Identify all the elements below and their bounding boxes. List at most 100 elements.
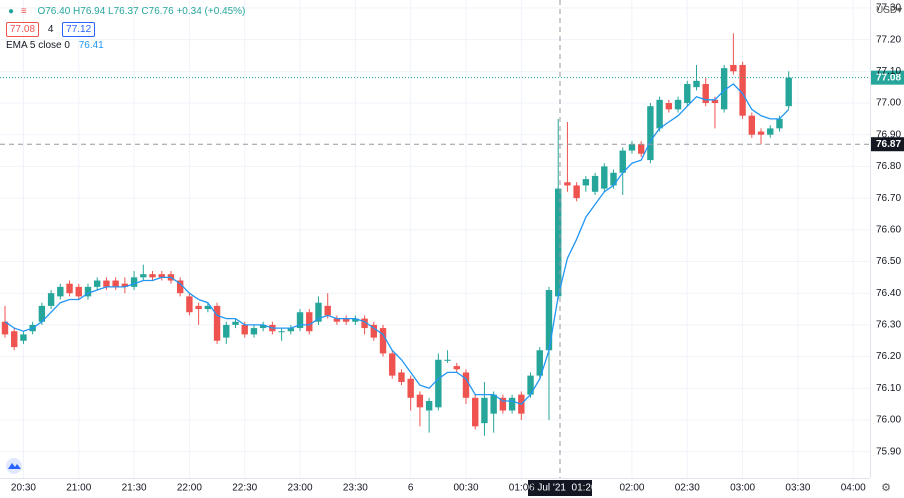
- candle-body: [213, 305, 221, 341]
- x-tick-label: 01:00: [509, 483, 534, 494]
- x-tick-label: 23:30: [343, 483, 368, 494]
- y-tick-label: 76.40: [876, 288, 901, 299]
- y-tick-label: 76.10: [876, 383, 901, 394]
- candle-body: [711, 99, 719, 104]
- ema-line: [4, 83, 790, 405]
- x-tick-label: 6: [408, 483, 414, 494]
- candle-body: [601, 166, 608, 189]
- candle-body: [342, 318, 350, 322]
- x-tick-label: 21:30: [122, 483, 147, 494]
- y-tick-label: 76.70: [876, 193, 901, 204]
- candle-body: [416, 394, 424, 408]
- y-tick-label: 77.20: [876, 34, 901, 45]
- symbol-icon[interactable]: ≡: [20, 6, 27, 17]
- candle-body: [287, 328, 295, 332]
- candle-body: [776, 118, 783, 129]
- candle-body: [75, 286, 82, 297]
- candle-body: [462, 372, 470, 398]
- candle-body: [84, 286, 92, 297]
- x-tick-label: 04:00: [841, 483, 866, 494]
- candle-body: [564, 182, 571, 186]
- candle-body: [11, 331, 18, 348]
- candle-body: [647, 106, 654, 161]
- crosshair-time-label: 06 Jul '21 01:20: [523, 483, 597, 494]
- x-tick-label: 00:30: [453, 483, 478, 494]
- candle-body: [748, 115, 756, 135]
- candle-body: [324, 305, 331, 316]
- candle-body: [232, 321, 239, 325]
- candle-body: [149, 274, 156, 278]
- x-tick-label: 03:30: [785, 483, 810, 494]
- trade-row: 77.08 4 77.12: [6, 22, 96, 37]
- candle-body: [1, 321, 9, 335]
- y-tick-label: 77.10: [876, 66, 901, 77]
- candle-body: [186, 296, 193, 313]
- candle-body: [527, 375, 534, 395]
- candle-body: [259, 324, 267, 329]
- candle-body: [103, 280, 110, 287]
- candle-body: [508, 397, 516, 411]
- candle-body: [361, 318, 368, 329]
- crosshair-time-tag: [528, 480, 592, 496]
- x-tick-label: 22:30: [232, 483, 257, 494]
- candle-body: [389, 353, 396, 376]
- candle-body: [20, 334, 27, 341]
- candle-body: [296, 312, 304, 329]
- candle-body: [582, 179, 590, 186]
- candle-body: [757, 131, 765, 135]
- crosshair-price-label: 76.87: [876, 139, 901, 150]
- candle-body: [250, 328, 258, 335]
- candle-body: [490, 394, 497, 414]
- candle-body: [130, 277, 138, 287]
- candle-body: [573, 185, 580, 199]
- candle-body: [57, 286, 64, 297]
- candle-body: [38, 305, 46, 322]
- x-tick-label: 03:00: [730, 483, 755, 494]
- x-tick-label: 22:00: [177, 483, 202, 494]
- candle-body: [223, 324, 230, 338]
- candle-body: [112, 280, 119, 287]
- spread: 4: [47, 24, 54, 35]
- candle-body: [619, 150, 626, 173]
- candle-body: [545, 290, 553, 351]
- x-tick-label: 02:00: [619, 483, 644, 494]
- logo: [6, 458, 22, 474]
- candle-body: [536, 350, 543, 376]
- candle-body: [140, 274, 147, 278]
- candle-body: [767, 128, 774, 135]
- currency-select[interactable]: USD▾: [876, 5, 903, 16]
- y-tick-label: 76.20: [876, 351, 901, 362]
- candle-body: [195, 305, 202, 310]
- y-tick-label: 76.50: [876, 256, 901, 267]
- ask-button[interactable]: 77.12: [62, 22, 96, 37]
- y-tick-label: 76.80: [876, 161, 901, 172]
- candle-body: [499, 397, 507, 411]
- candle-body: [370, 324, 377, 338]
- candle-body: [398, 372, 405, 382]
- candle-body: [121, 283, 129, 287]
- candle-body: [453, 366, 460, 370]
- indicator-value: 76.41: [78, 40, 104, 51]
- last-price-tag: [871, 70, 904, 85]
- candle-body: [591, 175, 599, 192]
- candle-body: [720, 68, 728, 110]
- y-tick-label: 76.60: [876, 224, 901, 235]
- candle-body: [352, 318, 359, 322]
- candle-body: [315, 302, 322, 322]
- crosshair-price-tag: [871, 137, 904, 152]
- candle-body: [176, 280, 184, 294]
- candle-body: [674, 99, 682, 110]
- candle-body: [66, 283, 73, 294]
- x-tick-label: 23:00: [288, 483, 313, 494]
- x-tick-label: 21:00: [66, 483, 91, 494]
- candle-body: [306, 312, 313, 332]
- candle-body: [665, 103, 673, 110]
- candle-body: [656, 99, 663, 129]
- candle-body: [407, 378, 414, 398]
- bid-button[interactable]: 77.08: [6, 22, 40, 37]
- settings-icon[interactable]: ⚙: [881, 482, 891, 494]
- candle-body: [425, 400, 433, 411]
- candle-body: [241, 324, 248, 335]
- candle-body: [693, 80, 700, 88]
